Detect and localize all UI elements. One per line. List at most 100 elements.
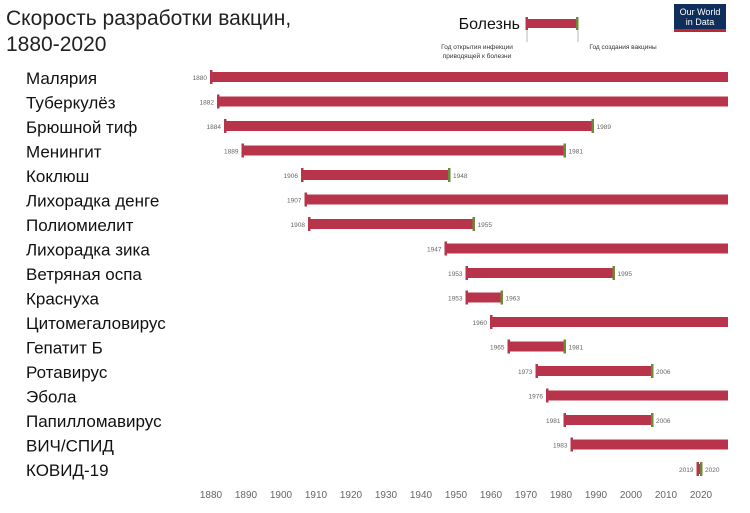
end-marker	[591, 119, 594, 133]
legend-start-marker	[525, 17, 528, 30]
disease-label: Малярия	[26, 69, 97, 88]
start-marker	[217, 94, 220, 109]
range-bar	[571, 439, 728, 450]
start-year-label: 1947	[427, 247, 442, 254]
range-bar	[491, 317, 728, 327]
range-bar	[466, 292, 502, 303]
disease-label: Гепатит Б	[26, 339, 103, 358]
legend-disease-label: Болезнь	[459, 16, 520, 33]
chart-title-line2: 1880-2020	[6, 33, 107, 56]
x-tick-label: 1950	[445, 490, 468, 501]
start-year-label: 1960	[473, 320, 488, 327]
logo-line1: Our World	[679, 7, 721, 17]
range-bar	[445, 243, 728, 254]
disease-label: Эбола	[26, 388, 77, 407]
start-marker	[444, 241, 447, 256]
owid-logo: Our World in Data	[674, 4, 726, 32]
range-bar	[508, 341, 565, 352]
end-year-label: 2006	[656, 369, 671, 376]
start-year-label: 1973	[518, 369, 533, 376]
disease-label: Туберкулёз	[26, 94, 116, 113]
range-bar	[242, 145, 565, 156]
logo-red-stripe	[674, 29, 726, 32]
x-tick-label: 1990	[585, 490, 608, 501]
end-marker	[448, 168, 451, 182]
disease-label: Ветряная оспа	[26, 265, 142, 284]
chart-title-line1: Скорость разработки вакцин,	[6, 7, 292, 30]
start-marker	[546, 388, 549, 403]
disease-label: Краснуха	[26, 290, 100, 309]
x-tick-label: 1980	[550, 490, 573, 501]
x-tick-label: 1890	[235, 490, 258, 501]
range-bar	[547, 390, 728, 401]
end-marker	[651, 364, 654, 378]
x-tick-label: 1930	[375, 490, 398, 501]
disease-label: КОВИД-19	[26, 461, 109, 480]
end-marker	[472, 217, 475, 231]
end-marker	[700, 462, 703, 476]
end-year-label: 1981	[569, 149, 584, 156]
x-tick-label: 2000	[620, 490, 643, 501]
disease-label: Брюшной тиф	[26, 118, 137, 137]
end-marker	[563, 339, 566, 354]
start-year-label: 1882	[200, 100, 215, 107]
end-marker	[500, 290, 503, 305]
start-year-label: 1981	[546, 418, 561, 425]
disease-label: ВИЧ/СПИД	[26, 437, 114, 456]
logo-line2: in Data	[685, 17, 715, 27]
end-year-label: 1981	[569, 345, 584, 352]
end-marker	[612, 266, 615, 280]
x-tick-label: 2010	[655, 490, 678, 501]
start-marker	[465, 290, 468, 305]
range-bar	[564, 415, 652, 425]
disease-label: Цитомегаловирус	[26, 314, 166, 333]
x-tick-label: 1880	[200, 490, 223, 501]
start-marker	[241, 143, 244, 158]
x-tick-label: 1940	[410, 490, 433, 501]
start-marker	[210, 70, 213, 84]
range-bar	[309, 219, 474, 229]
legend-start-text-line1: Год открытия инфекции	[441, 44, 513, 51]
range-bar	[225, 121, 593, 131]
end-year-label: 2006	[656, 418, 671, 425]
range-bar	[697, 464, 701, 474]
end-year-label: 1955	[478, 222, 493, 229]
start-year-label: 1907	[287, 198, 302, 205]
start-marker	[304, 192, 307, 207]
start-year-label: 1880	[193, 75, 208, 82]
start-marker	[535, 364, 538, 378]
disease-label: Менингит	[26, 143, 102, 162]
start-marker	[490, 315, 493, 329]
x-tick-label: 1910	[305, 490, 328, 501]
x-tick-label: 1920	[340, 490, 363, 501]
range-bar	[218, 96, 728, 107]
start-marker	[563, 413, 566, 427]
x-tick-label: 1970	[515, 490, 538, 501]
legend-start-text-line2: приводящей к болезни	[443, 52, 512, 60]
disease-label: Лихорадка денге	[26, 192, 159, 211]
disease-label: Папилломавирус	[26, 412, 162, 431]
x-tick-label: 1960	[480, 490, 503, 501]
end-year-label: 1989	[597, 124, 612, 131]
start-marker	[507, 339, 510, 354]
start-year-label: 1965	[490, 345, 505, 352]
start-marker	[308, 217, 311, 231]
start-year-label: 1983	[553, 443, 568, 450]
legend-end-text: Год создания вакцины	[589, 44, 657, 51]
start-year-label: 1908	[291, 222, 306, 229]
start-year-label: 1889	[224, 149, 239, 156]
start-year-label: 1906	[284, 173, 299, 180]
range-bar	[536, 366, 652, 376]
x-tick-label: 2020	[690, 490, 713, 501]
start-marker	[570, 437, 573, 452]
start-year-label: 1953	[448, 296, 463, 303]
disease-label: Коклюш	[26, 167, 89, 186]
start-year-label: 1953	[448, 271, 463, 278]
start-marker	[301, 168, 304, 182]
x-tick-label: 1900	[270, 490, 293, 501]
end-marker	[563, 143, 566, 158]
end-marker	[651, 413, 654, 427]
start-year-label: 2019	[679, 467, 694, 474]
start-year-label: 1976	[529, 394, 544, 401]
